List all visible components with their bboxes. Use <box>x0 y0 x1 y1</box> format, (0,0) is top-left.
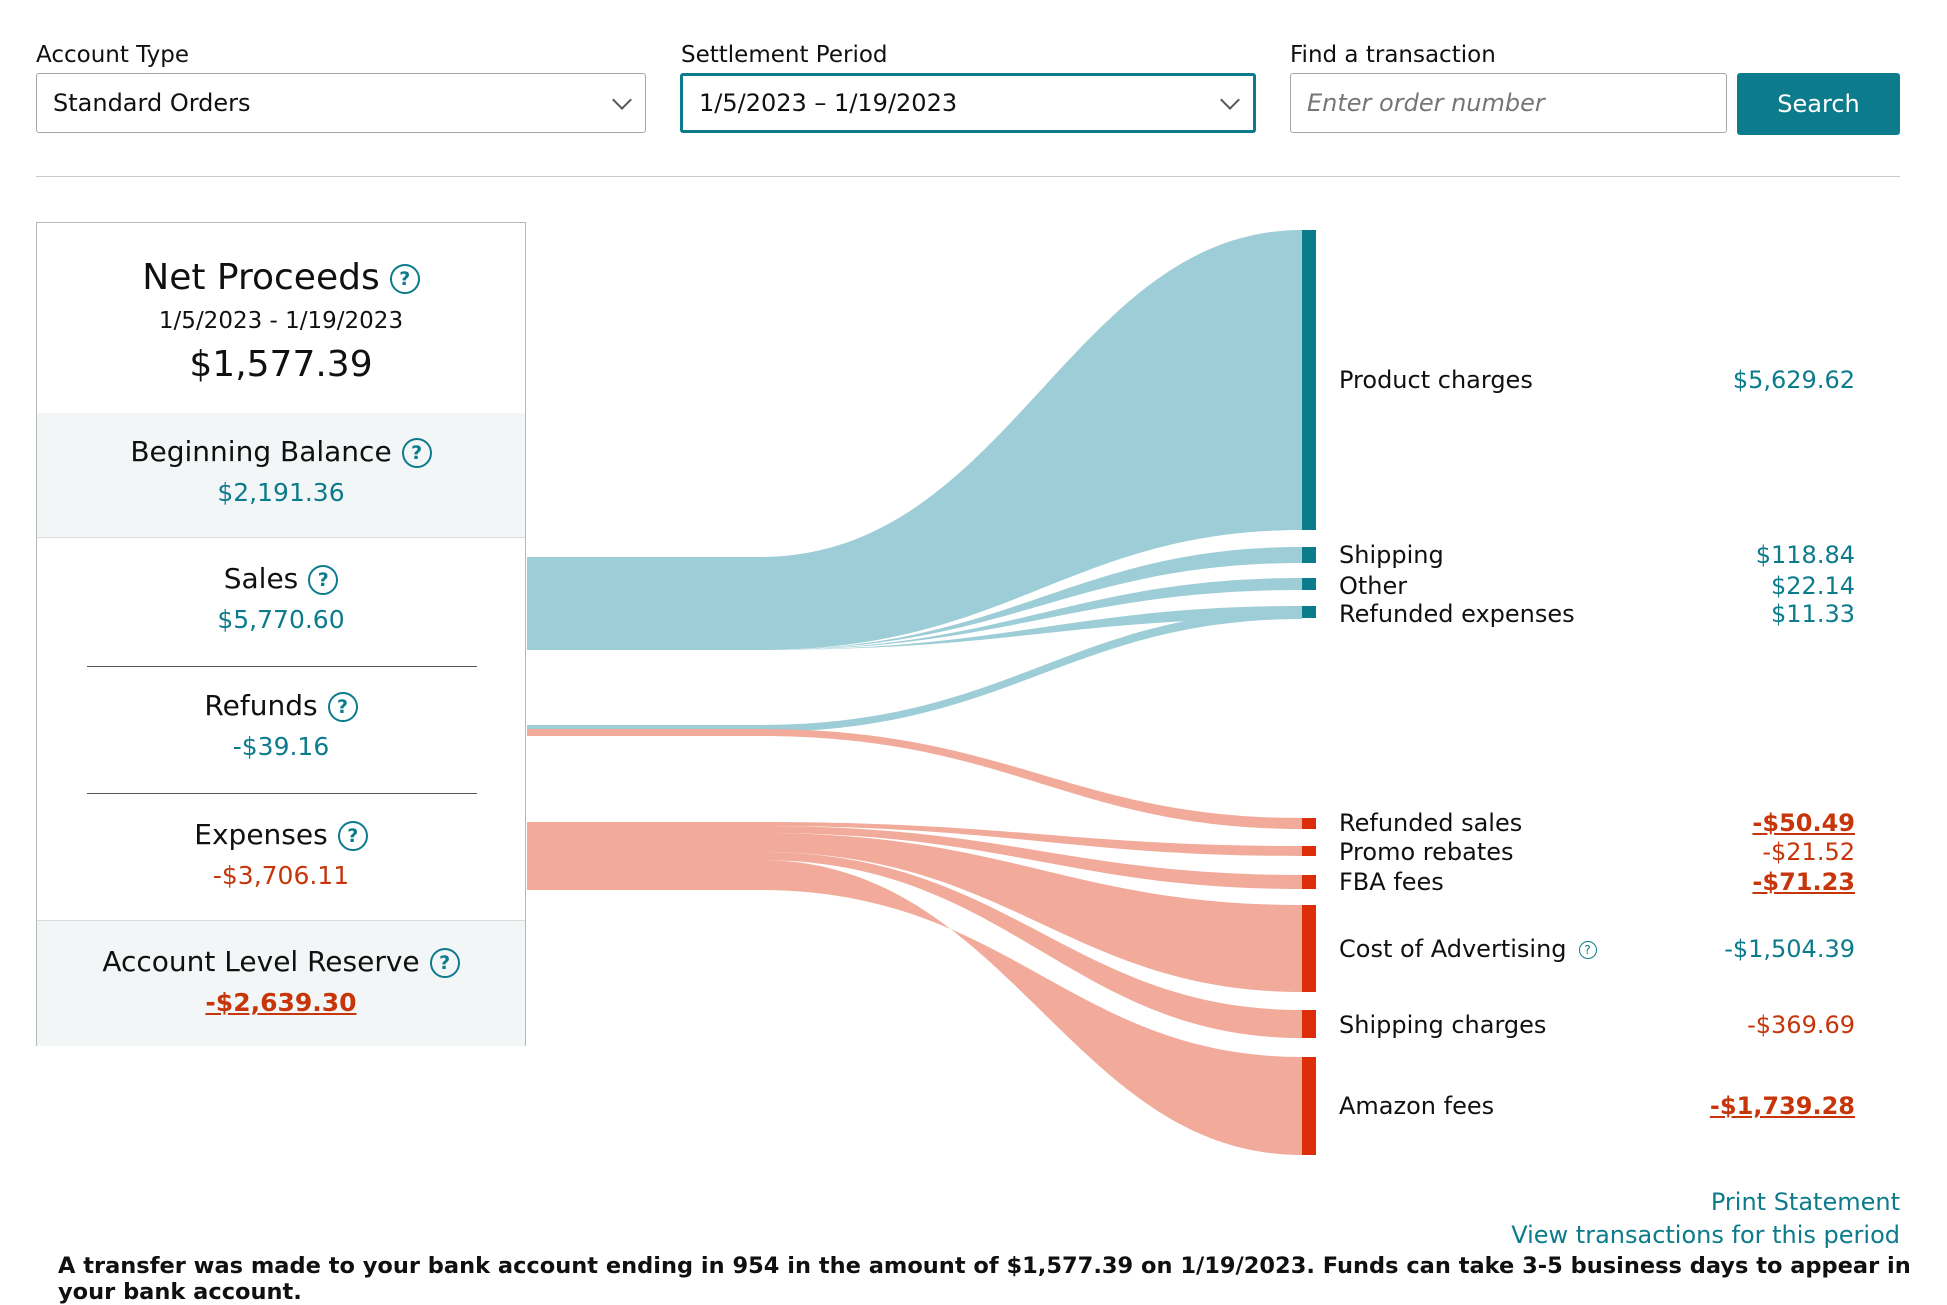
flow-amazon-fees <box>527 860 1302 1155</box>
help-icon[interactable]: ? <box>308 565 339 595</box>
help-icon[interactable]: ? <box>327 692 358 722</box>
refunded-expenses-value: $11.33 <box>1771 600 1855 628</box>
help-icon[interactable]: ? <box>389 264 420 294</box>
refunded-sales-label: Refunded sales <box>1339 809 1523 837</box>
product-charges-value: $5,629.62 <box>1732 366 1855 394</box>
bar-fba-fees <box>1302 875 1316 889</box>
sales-label: Sales <box>223 562 299 595</box>
bar-product-charges <box>1302 230 1316 530</box>
bar-promo-rebates <box>1302 846 1316 856</box>
promo-rebates-label: Promo rebates <box>1339 838 1514 866</box>
account-type-select[interactable]: Standard Orders <box>36 73 646 133</box>
section-divider <box>87 666 477 667</box>
shipping-value: $118.84 <box>1755 541 1855 569</box>
beginning-balance-label: Beginning Balance <box>130 435 392 468</box>
net-proceeds-amount: $1,577.39 <box>189 344 373 385</box>
header-divider <box>36 176 1900 177</box>
flow-refunded-sales <box>527 729 1302 829</box>
net-proceeds-card: Net Proceeds? 1/5/2023 - 1/19/2023 $1,57… <box>36 222 526 1046</box>
net-proceeds-section: Net Proceeds? 1/5/2023 - 1/19/2023 $1,57… <box>37 223 525 413</box>
help-icon[interactable]: ? <box>337 821 368 851</box>
account-type-label: Account Type <box>36 42 190 68</box>
shipping-charges-label: Shipping charges <box>1339 1011 1547 1039</box>
expenses-value: -$3,706.11 <box>212 861 350 890</box>
bar-amazon-fees <box>1302 1057 1316 1155</box>
bar-cost-of-advertising <box>1302 905 1316 992</box>
amazon-fees-label: Amazon fees <box>1339 1092 1495 1120</box>
bar-other <box>1302 578 1316 590</box>
order-number-search-input[interactable] <box>1290 73 1727 133</box>
section-divider <box>87 793 477 794</box>
account-level-reserve-value[interactable]: -$2,639.30 <box>205 988 357 1017</box>
settlement-period-label: Settlement Period <box>681 42 888 68</box>
refunds-value: -$39.16 <box>232 732 330 761</box>
refunded-sales-value[interactable]: -$50.49 <box>1752 809 1855 837</box>
fba-fees-label: FBA fees <box>1339 868 1444 896</box>
transfer-notice: A transfer was made to your bank account… <box>58 1253 1911 1305</box>
expenses-section: Expenses? -$3,706.11 <box>37 794 525 920</box>
refunds-section: Refunds? -$39.16 <box>37 667 525 793</box>
shipping-charges-value: -$369.69 <box>1747 1011 1855 1039</box>
flow-shipping <box>527 547 1302 650</box>
bar-shipping <box>1302 547 1316 563</box>
beginning-balance-value: $2,191.36 <box>217 478 345 507</box>
bar-shipping-charges <box>1302 1010 1316 1038</box>
other-value: $22.14 <box>1771 572 1855 600</box>
account-type-value: Standard Orders <box>53 89 251 117</box>
flow-fba-fees <box>527 826 1302 889</box>
flow-refunded-expenses-refund <box>527 610 1302 732</box>
beginning-balance-section: Beginning Balance? $2,191.36 <box>37 413 525 537</box>
shipping-label: Shipping <box>1339 541 1444 569</box>
account-level-reserve-section: Account Level Reserve? -$2,639.30 <box>37 920 525 1046</box>
flow-shipping-charges <box>527 852 1302 1038</box>
net-proceeds-title: Net Proceeds <box>142 257 380 298</box>
settlement-period-select[interactable]: 1/5/2023 – 1/19/2023 <box>680 73 1256 133</box>
cost-of-advertising-label: Cost of Advertising <box>1339 935 1567 963</box>
bar-refunded-expenses <box>1302 606 1316 618</box>
flow-promo-rebates <box>527 822 1302 856</box>
flow-cost-of-advertising <box>527 833 1302 992</box>
print-statement-link[interactable]: Print Statement <box>1710 1188 1900 1216</box>
bar-refunded-sales <box>1302 818 1316 829</box>
cost-of-advertising-row: Cost of Advertising? <box>1339 934 1597 964</box>
net-proceeds-period: 1/5/2023 - 1/19/2023 <box>158 308 404 334</box>
flow-product-charges <box>527 230 1302 650</box>
refunds-label: Refunds <box>204 689 318 722</box>
cost-of-advertising-value: -$1,504.39 <box>1724 935 1855 963</box>
find-transaction-label: Find a transaction <box>1290 42 1496 68</box>
refunded-expenses-label: Refunded expenses <box>1339 600 1575 628</box>
other-label: Other <box>1339 572 1408 600</box>
help-icon[interactable]: ? <box>429 948 460 978</box>
expenses-label: Expenses <box>194 818 328 851</box>
amazon-fees-value[interactable]: -$1,739.28 <box>1709 1092 1855 1120</box>
help-icon[interactable]: ? <box>1578 941 1597 959</box>
search-button[interactable]: Search <box>1737 73 1900 135</box>
promo-rebates-value: -$21.52 <box>1762 838 1855 866</box>
account-level-reserve-label: Account Level Reserve <box>102 945 420 978</box>
product-charges-label: Product charges <box>1339 366 1533 394</box>
flow-other <box>527 578 1302 650</box>
fba-fees-value[interactable]: -$71.23 <box>1752 868 1855 896</box>
sales-section: Sales? $5,770.60 <box>37 538 525 664</box>
flow-refunded-expenses <box>527 606 1302 650</box>
settlement-period-value: 1/5/2023 – 1/19/2023 <box>699 89 958 117</box>
view-transactions-link[interactable]: View transactions for this period <box>1511 1221 1900 1249</box>
sales-value: $5,770.60 <box>217 605 345 634</box>
help-icon[interactable]: ? <box>401 438 432 468</box>
